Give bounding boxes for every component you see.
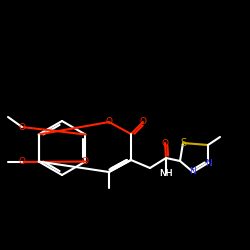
Text: O: O	[18, 158, 26, 166]
Text: O: O	[162, 138, 168, 147]
Text: NH: NH	[159, 168, 173, 177]
Text: O: O	[106, 118, 112, 126]
Text: N: N	[190, 168, 196, 176]
Text: N: N	[204, 158, 212, 168]
Text: O: O	[140, 118, 146, 126]
Text: O: O	[18, 122, 26, 132]
Text: O: O	[82, 157, 89, 166]
Text: NH: NH	[159, 168, 173, 177]
Text: S: S	[180, 138, 186, 148]
